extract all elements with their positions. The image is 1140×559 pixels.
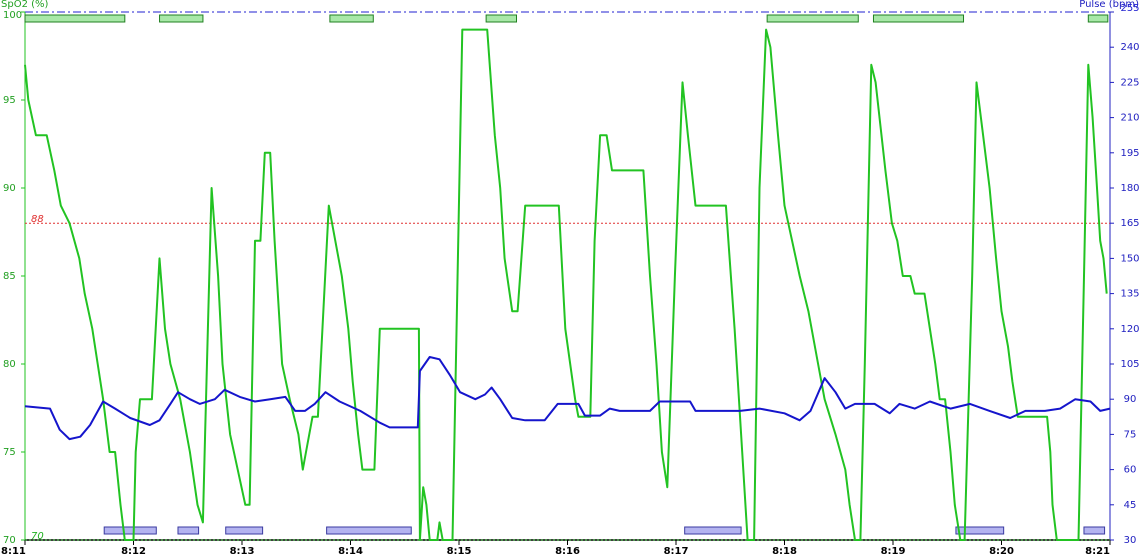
event-bar [1083, 526, 1106, 535]
x-tick-label: 8:21 [1085, 546, 1110, 557]
x-tick-label: 8:18 [772, 546, 797, 557]
y2-tick-label: 135 [1120, 289, 1139, 300]
y-tick-label: 90 [3, 183, 16, 194]
event-bar [159, 14, 204, 23]
y2-tick-label: 165 [1120, 218, 1139, 229]
x-tick-label: 8:12 [121, 546, 146, 557]
event-bar [766, 14, 859, 23]
event-bar [103, 526, 157, 535]
x-tick-label: 8:19 [881, 546, 906, 557]
y2-tick-label: 240 [1120, 42, 1139, 53]
y2-tick-label: 105 [1120, 359, 1139, 370]
y2-tick-label: 60 [1124, 465, 1137, 476]
reference-label: 88 [31, 214, 44, 225]
y-tick-label: 85 [3, 271, 16, 282]
y2-tick-label: 90 [1124, 394, 1137, 405]
event-bar [24, 14, 126, 23]
x-tick-label: 8:15 [447, 546, 472, 557]
series-line [24, 28, 1108, 541]
x-tick-label: 8:14 [338, 546, 363, 557]
x-tick-label: 8:17 [664, 546, 689, 557]
event-bar [485, 14, 518, 23]
y2-tick-label: 180 [1120, 183, 1139, 194]
y2-tick-label: 210 [1120, 113, 1139, 124]
y2-tick-label: 120 [1120, 324, 1139, 335]
y2-tick-label: 45 [1124, 500, 1137, 511]
reference-label: 70 [31, 531, 44, 542]
y-tick-label: 100 [3, 10, 22, 21]
event-bar [225, 526, 264, 535]
y-tick-label: 95 [3, 95, 16, 106]
event-bar [684, 526, 742, 535]
y2-tick-label: 225 [1120, 77, 1139, 88]
event-bar [326, 526, 412, 535]
y2-tick-label: 150 [1120, 253, 1139, 264]
event-bar [872, 14, 965, 23]
event-bar [1087, 14, 1109, 23]
y-tick-label: 70 [3, 535, 16, 546]
x-tick-label: 8:16 [555, 546, 580, 557]
reference-label: 255 [1120, 3, 1139, 14]
y2-axis-label: Pulse (bpm) [1079, 0, 1139, 10]
y2-tick-label: 75 [1124, 429, 1137, 440]
event-bar [329, 14, 374, 23]
series-line [24, 356, 1111, 441]
y2-tick-label: 30 [1124, 535, 1137, 546]
x-tick-label: 8:13 [230, 546, 255, 557]
y-tick-label: 75 [3, 447, 16, 458]
y2-tick-label: 195 [1120, 148, 1139, 159]
event-bar [177, 526, 200, 535]
event-bar [955, 526, 1005, 535]
y-tick-label: 80 [3, 359, 16, 370]
x-tick-label: 8:11 [1, 546, 26, 557]
y-axis-label: SpO2 (%) [1, 0, 49, 10]
x-tick-label: 8:20 [989, 546, 1014, 557]
